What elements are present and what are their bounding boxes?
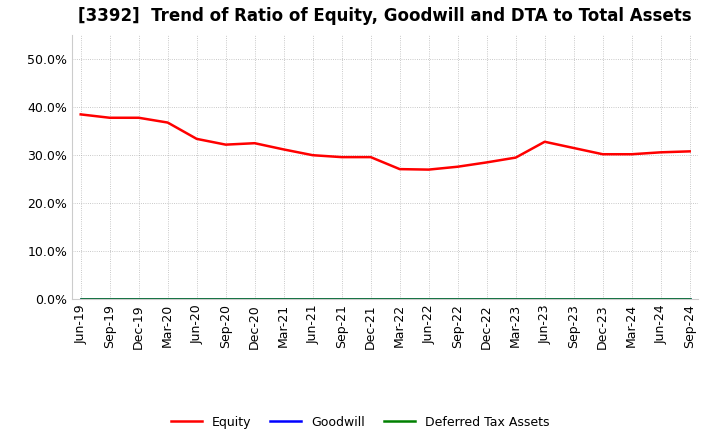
Deferred Tax Assets	[251, 297, 259, 302]
Goodwill	[454, 297, 462, 302]
Goodwill	[366, 297, 375, 302]
Goodwill	[163, 297, 172, 302]
Equity	[279, 147, 288, 152]
Equity	[627, 152, 636, 157]
Deferred Tax Assets	[685, 297, 694, 302]
Legend: Equity, Goodwill, Deferred Tax Assets: Equity, Goodwill, Deferred Tax Assets	[166, 411, 554, 434]
Equity	[395, 166, 404, 172]
Deferred Tax Assets	[482, 297, 491, 302]
Deferred Tax Assets	[657, 297, 665, 302]
Deferred Tax Assets	[163, 297, 172, 302]
Equity	[685, 149, 694, 154]
Deferred Tax Assets	[279, 297, 288, 302]
Equity	[482, 160, 491, 165]
Deferred Tax Assets	[511, 297, 520, 302]
Goodwill	[482, 297, 491, 302]
Equity	[366, 154, 375, 160]
Equity	[570, 145, 578, 150]
Equity	[251, 140, 259, 146]
Deferred Tax Assets	[366, 297, 375, 302]
Goodwill	[598, 297, 607, 302]
Equity	[163, 120, 172, 125]
Goodwill	[251, 297, 259, 302]
Equity	[541, 139, 549, 144]
Goodwill	[570, 297, 578, 302]
Equity	[454, 164, 462, 169]
Goodwill	[221, 297, 230, 302]
Equity	[338, 154, 346, 160]
Deferred Tax Assets	[221, 297, 230, 302]
Goodwill	[685, 297, 694, 302]
Goodwill	[627, 297, 636, 302]
Equity	[657, 150, 665, 155]
Deferred Tax Assets	[395, 297, 404, 302]
Equity	[192, 136, 201, 142]
Deferred Tax Assets	[424, 297, 433, 302]
Equity	[105, 115, 114, 121]
Equity	[135, 115, 143, 121]
Equity	[511, 155, 520, 160]
Deferred Tax Assets	[627, 297, 636, 302]
Goodwill	[338, 297, 346, 302]
Goodwill	[657, 297, 665, 302]
Goodwill	[192, 297, 201, 302]
Deferred Tax Assets	[454, 297, 462, 302]
Line: Equity: Equity	[81, 114, 690, 169]
Equity	[308, 153, 317, 158]
Goodwill	[308, 297, 317, 302]
Deferred Tax Assets	[105, 297, 114, 302]
Goodwill	[395, 297, 404, 302]
Deferred Tax Assets	[308, 297, 317, 302]
Goodwill	[76, 297, 85, 302]
Deferred Tax Assets	[192, 297, 201, 302]
Deferred Tax Assets	[76, 297, 85, 302]
Equity	[598, 152, 607, 157]
Deferred Tax Assets	[135, 297, 143, 302]
Equity	[424, 167, 433, 172]
Deferred Tax Assets	[570, 297, 578, 302]
Goodwill	[105, 297, 114, 302]
Equity	[221, 142, 230, 147]
Goodwill	[135, 297, 143, 302]
Equity	[76, 112, 85, 117]
Deferred Tax Assets	[541, 297, 549, 302]
Goodwill	[424, 297, 433, 302]
Title: [3392]  Trend of Ratio of Equity, Goodwill and DTA to Total Assets: [3392] Trend of Ratio of Equity, Goodwil…	[78, 7, 692, 26]
Goodwill	[541, 297, 549, 302]
Deferred Tax Assets	[338, 297, 346, 302]
Goodwill	[511, 297, 520, 302]
Goodwill	[279, 297, 288, 302]
Deferred Tax Assets	[598, 297, 607, 302]
